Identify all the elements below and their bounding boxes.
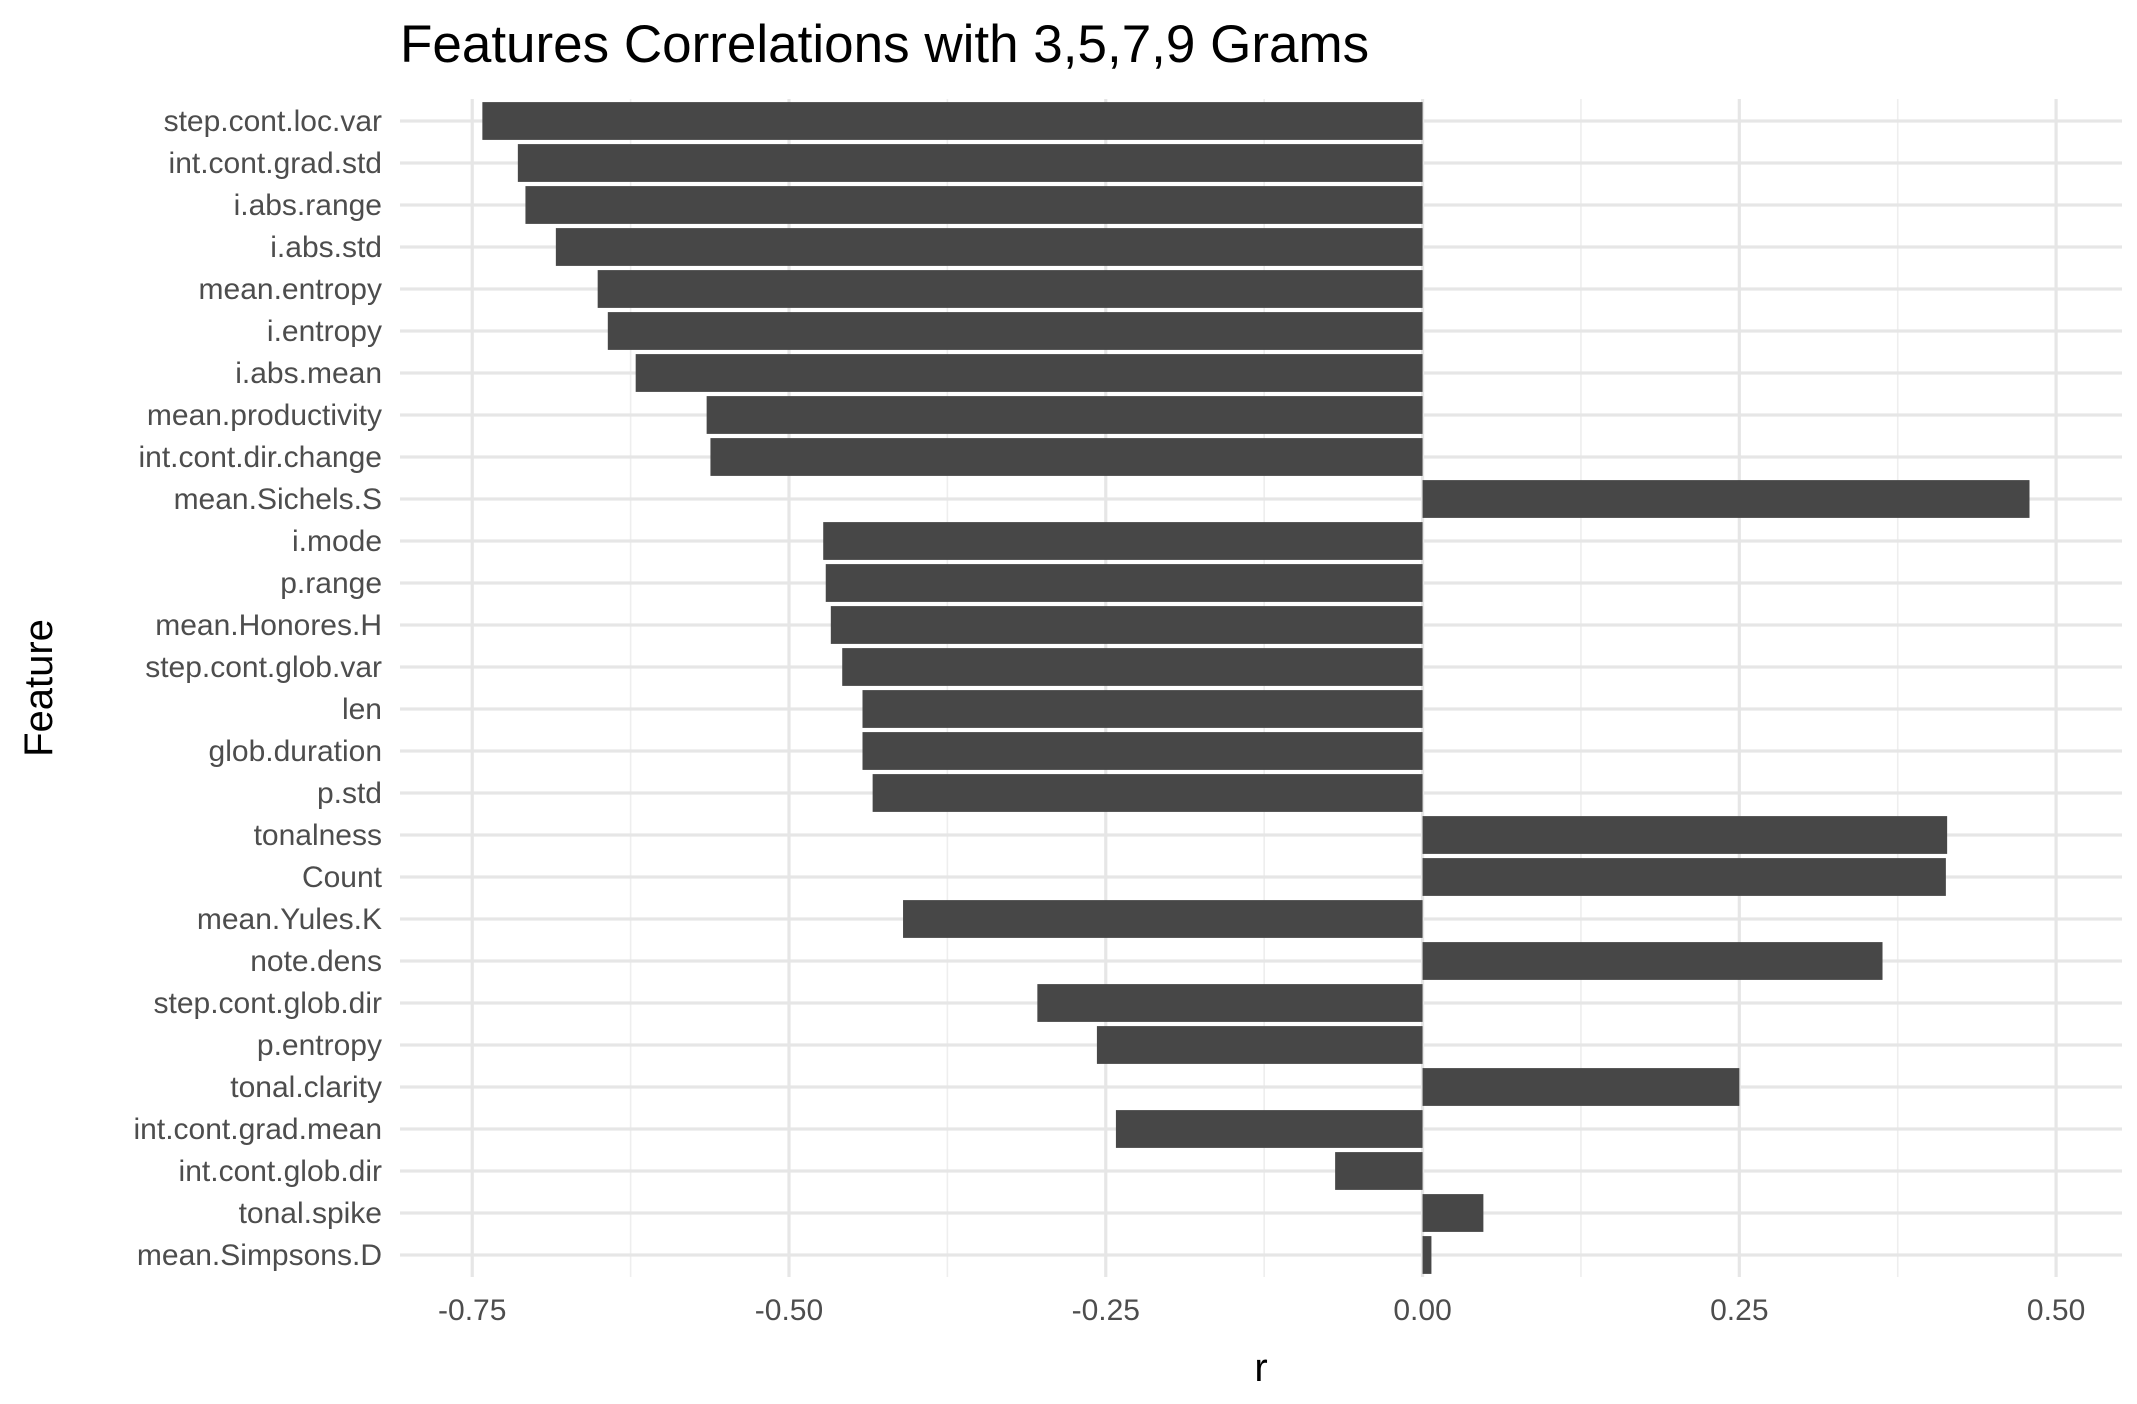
bar: [555, 228, 1423, 266]
x-tick-labels: -0.75 -0.50 -0.25 0.00 0.25 0.50: [438, 1294, 2085, 1327]
y-tick-label: len: [342, 693, 382, 726]
y-tick-label: mean.entropy: [199, 273, 382, 306]
bar: [1422, 1194, 1484, 1232]
bar: [1422, 858, 1946, 896]
bar: [635, 354, 1423, 392]
bar: [903, 900, 1423, 938]
y-tick-label: step.cont.glob.var: [145, 651, 382, 684]
bar: [597, 270, 1423, 308]
bar: [706, 396, 1423, 434]
y-tick-label: i.mode: [292, 525, 382, 558]
y-tick-label: tonal.clarity: [230, 1071, 382, 1104]
y-tick-label: mean.productivity: [147, 399, 382, 432]
y-tick-label: i.abs.std: [270, 231, 382, 264]
bar: [1422, 1236, 1432, 1274]
y-tick-label: int.cont.grad.mean: [134, 1113, 382, 1146]
y-tick-label: p.std: [317, 777, 382, 810]
y-tick-label: glob.duration: [209, 735, 382, 768]
y-tick-label: i.abs.mean: [235, 357, 382, 390]
y-tick-labels: step.cont.loc.var int.cont.grad.std i.abs.…: [134, 105, 383, 1272]
y-tick-label: int.cont.glob.dir: [179, 1155, 382, 1188]
bar: [825, 564, 1423, 602]
x-tick-label: -0.25: [1072, 1294, 1140, 1327]
x-tick-label: -0.75: [438, 1294, 506, 1327]
bar: [525, 186, 1423, 224]
y-tick-label: step.cont.glob.dir: [154, 987, 382, 1020]
y-tick-label: step.cont.loc.var: [164, 105, 382, 138]
y-tick-label: int.cont.grad.std: [169, 147, 382, 180]
y-tick-label: mean.Yules.K: [197, 903, 382, 936]
bar: [1096, 1026, 1423, 1064]
x-axis-title: r: [1254, 1346, 1267, 1390]
bar: [1335, 1152, 1423, 1190]
bars: [482, 102, 2030, 1274]
y-axis-title: Feature: [17, 619, 61, 757]
y-tick-label: tonalness: [254, 819, 382, 852]
bar: [607, 312, 1423, 350]
y-tick-label: i.entropy: [267, 315, 382, 348]
bar: [842, 648, 1423, 686]
bar: [1422, 942, 1883, 980]
bar: [1115, 1110, 1423, 1148]
bar: [862, 690, 1423, 728]
bar: [1422, 1068, 1740, 1106]
y-tick-label: mean.Simpsons.D: [137, 1239, 382, 1272]
y-tick-label: p.entropy: [257, 1029, 382, 1062]
x-tick-label: 0.25: [1710, 1294, 1768, 1327]
y-tick-label: mean.Honores.H: [155, 609, 382, 642]
y-tick-label: Count: [302, 861, 383, 894]
x-tick-label: -0.50: [755, 1294, 823, 1327]
y-tick-label: tonal.spike: [239, 1197, 382, 1230]
x-tick-label: 0.00: [1393, 1294, 1451, 1327]
y-tick-label: int.cont.dir.change: [138, 441, 382, 474]
bar: [517, 144, 1423, 182]
y-tick-label: i.abs.range: [234, 189, 382, 222]
bar: [830, 606, 1423, 644]
bar: [823, 522, 1423, 560]
y-tick-label: p.range: [280, 567, 382, 600]
bar: [1037, 984, 1423, 1022]
chart-title: Features Correlations with 3,5,7,9 Grams: [400, 15, 1369, 74]
x-tick-label: 0.50: [2027, 1294, 2085, 1327]
y-tick-label: note.dens: [250, 945, 382, 978]
bar: [1422, 816, 1948, 854]
bar: [482, 102, 1423, 140]
bar: [862, 732, 1423, 770]
bar: [710, 438, 1423, 476]
y-tick-label: mean.Sichels.S: [174, 483, 382, 516]
bar: [872, 774, 1423, 812]
bar: [1422, 480, 2030, 518]
